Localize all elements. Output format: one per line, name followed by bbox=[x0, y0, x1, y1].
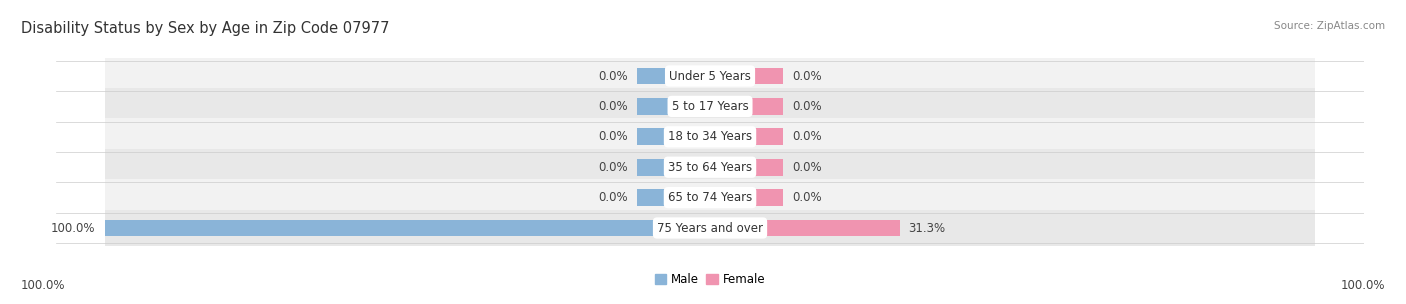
Text: 0.0%: 0.0% bbox=[599, 130, 628, 143]
Bar bbox=[710, 98, 783, 115]
Text: 0.0%: 0.0% bbox=[792, 130, 821, 143]
Bar bbox=[710, 159, 783, 176]
Text: 0.0%: 0.0% bbox=[599, 70, 628, 82]
Bar bbox=[104, 210, 1316, 246]
Bar bbox=[710, 68, 783, 85]
Bar bbox=[710, 189, 783, 206]
Bar bbox=[104, 149, 1316, 185]
Text: 100.0%: 100.0% bbox=[1340, 279, 1385, 292]
Text: 0.0%: 0.0% bbox=[599, 191, 628, 204]
Text: 35 to 64 Years: 35 to 64 Years bbox=[668, 161, 752, 174]
Text: 0.0%: 0.0% bbox=[792, 100, 821, 113]
Bar bbox=[104, 88, 1316, 125]
Bar bbox=[710, 219, 900, 237]
Bar bbox=[637, 189, 710, 206]
Legend: Male, Female: Male, Female bbox=[655, 273, 765, 286]
Bar bbox=[104, 219, 710, 237]
Text: 0.0%: 0.0% bbox=[792, 191, 821, 204]
Text: Source: ZipAtlas.com: Source: ZipAtlas.com bbox=[1274, 21, 1385, 31]
Text: Disability Status by Sex by Age in Zip Code 07977: Disability Status by Sex by Age in Zip C… bbox=[21, 21, 389, 36]
Bar bbox=[710, 129, 783, 145]
Text: 31.3%: 31.3% bbox=[908, 222, 946, 234]
Text: 65 to 74 Years: 65 to 74 Years bbox=[668, 191, 752, 204]
Text: 0.0%: 0.0% bbox=[599, 161, 628, 174]
Text: 100.0%: 100.0% bbox=[51, 222, 96, 234]
Text: 0.0%: 0.0% bbox=[792, 70, 821, 82]
Bar bbox=[104, 119, 1316, 155]
Text: 18 to 34 Years: 18 to 34 Years bbox=[668, 130, 752, 143]
Bar bbox=[637, 98, 710, 115]
Text: Under 5 Years: Under 5 Years bbox=[669, 70, 751, 82]
Bar bbox=[637, 68, 710, 85]
Text: 75 Years and over: 75 Years and over bbox=[657, 222, 763, 234]
Bar bbox=[637, 129, 710, 145]
Text: 0.0%: 0.0% bbox=[792, 161, 821, 174]
Text: 100.0%: 100.0% bbox=[21, 279, 66, 292]
Text: 5 to 17 Years: 5 to 17 Years bbox=[672, 100, 748, 113]
Bar bbox=[104, 179, 1316, 216]
Text: 0.0%: 0.0% bbox=[599, 100, 628, 113]
Bar bbox=[637, 159, 710, 176]
Bar bbox=[104, 58, 1316, 95]
